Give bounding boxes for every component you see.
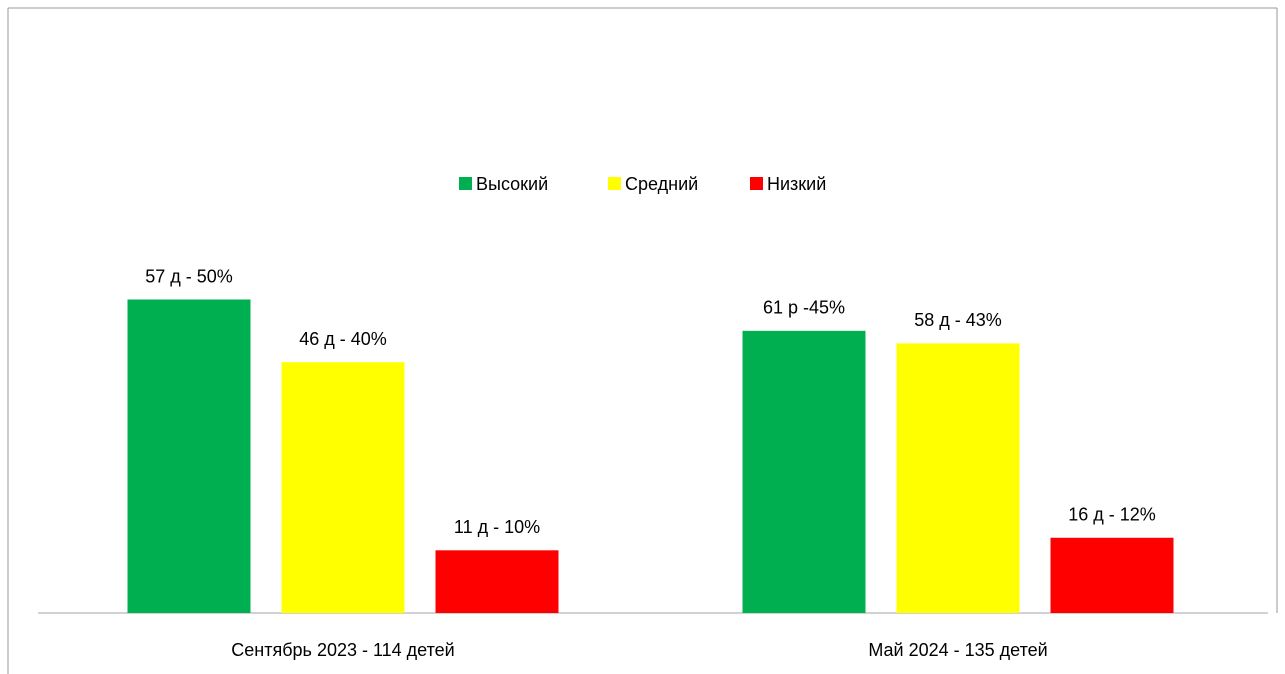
data-label: 46 д - 40% bbox=[299, 329, 387, 349]
legend-swatch bbox=[459, 177, 472, 190]
bar bbox=[742, 330, 866, 613]
x-tick-label: Май 2024 - 135 детей bbox=[868, 640, 1047, 660]
bar bbox=[1050, 537, 1174, 613]
bar bbox=[435, 550, 559, 613]
legend-label: Высокий bbox=[476, 174, 548, 194]
legend-label: Низкий bbox=[767, 174, 826, 194]
bar bbox=[896, 343, 1020, 613]
legend-swatch bbox=[608, 177, 621, 190]
bar bbox=[127, 299, 251, 613]
legend-label: Средний bbox=[625, 174, 698, 194]
x-tick-label: Сентябрь 2023 - 114 детей bbox=[231, 640, 454, 660]
legend-swatch bbox=[750, 177, 763, 190]
data-label: 16 д - 12% bbox=[1068, 505, 1156, 525]
bar bbox=[281, 362, 405, 613]
data-label: 11 д - 10% bbox=[454, 517, 540, 537]
data-label: 57 д - 50% bbox=[145, 266, 233, 286]
data-label: 58 д - 43% bbox=[914, 310, 1002, 330]
data-label: 61 р -45% bbox=[763, 298, 845, 318]
